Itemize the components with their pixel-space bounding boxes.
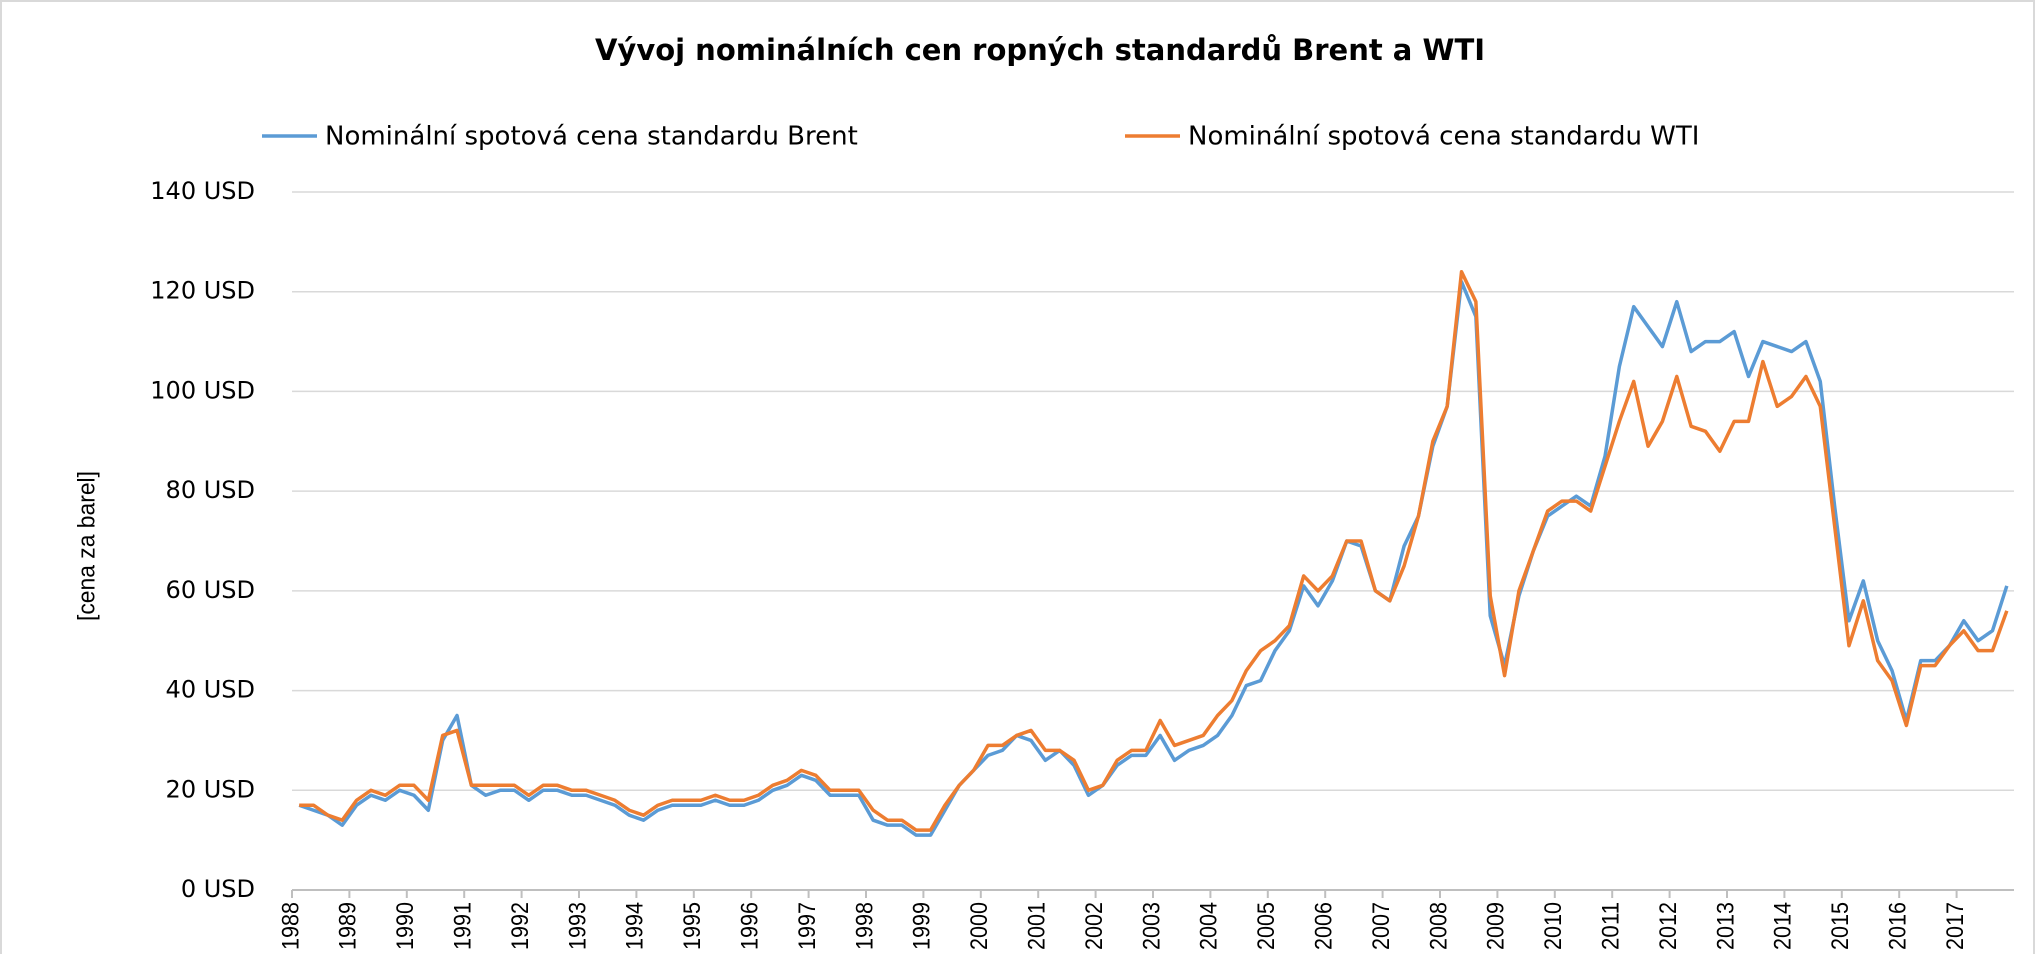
y-tick-label: 0 USD [181, 875, 255, 903]
y-tick-label: 120 USD [150, 277, 255, 305]
y-tick-label: 20 USD [166, 775, 255, 803]
chart-title: Vývoj nominálních cen ropných standardů … [595, 33, 1485, 67]
x-tick-label: 2013 [1712, 902, 1739, 950]
x-tick-label: 1994 [622, 902, 649, 950]
x-tick-label: 2012 [1655, 902, 1682, 950]
series-line [298, 279, 2009, 837]
series-line [299, 270, 2009, 832]
x-tick-label: 2017 [1942, 902, 1969, 950]
x-tick-label: 1988 [277, 902, 304, 950]
x-tick-label: 2009 [1483, 902, 1510, 950]
x-tick-label: 2008 [1425, 902, 1452, 950]
x-tick-label: 2010 [1540, 902, 1567, 950]
x-tick-label: 2003 [1138, 902, 1165, 950]
x-tick-label: 1990 [392, 902, 419, 950]
x-tick-label: 2006 [1311, 902, 1338, 950]
x-tick-label: 2004 [1196, 902, 1223, 950]
y-axis-label: [cena za barel] [73, 471, 100, 621]
x-tick-label: 2007 [1368, 902, 1395, 950]
y-tick-label: 140 USD [150, 177, 255, 205]
y-tick-label: 100 USD [150, 376, 255, 404]
x-tick-label: 2015 [1827, 902, 1854, 950]
x-tick-label: 1991 [450, 902, 477, 950]
x-tick-label: 2005 [1253, 902, 1280, 950]
y-tick-label: 60 USD [166, 576, 255, 604]
x-tick-label: 2016 [1885, 902, 1912, 950]
legend-label: Nominální spotová cena standardu WTI [1188, 122, 1699, 152]
x-tick-label: 1989 [335, 902, 362, 950]
x-tick-label: 1993 [564, 902, 591, 950]
x-tick-label: 2000 [966, 902, 993, 950]
x-tick-label: 2001 [1024, 902, 1051, 950]
x-tick-label: 1998 [851, 902, 878, 950]
y-tick-label: 80 USD [166, 476, 255, 504]
x-tick-label: 2002 [1081, 902, 1108, 950]
x-tick-label: 2011 [1598, 902, 1625, 950]
x-tick-label: 1997 [794, 902, 821, 950]
x-tick-label: 1992 [507, 902, 534, 950]
x-tick-label: 1999 [909, 902, 936, 950]
x-tick-label: 2014 [1770, 902, 1797, 950]
legend-label: Nominální spotová cena standardu Brent [325, 122, 858, 152]
y-tick-label: 40 USD [166, 676, 255, 704]
x-tick-label: 1995 [679, 902, 706, 950]
x-tick-label: 1996 [737, 902, 764, 950]
